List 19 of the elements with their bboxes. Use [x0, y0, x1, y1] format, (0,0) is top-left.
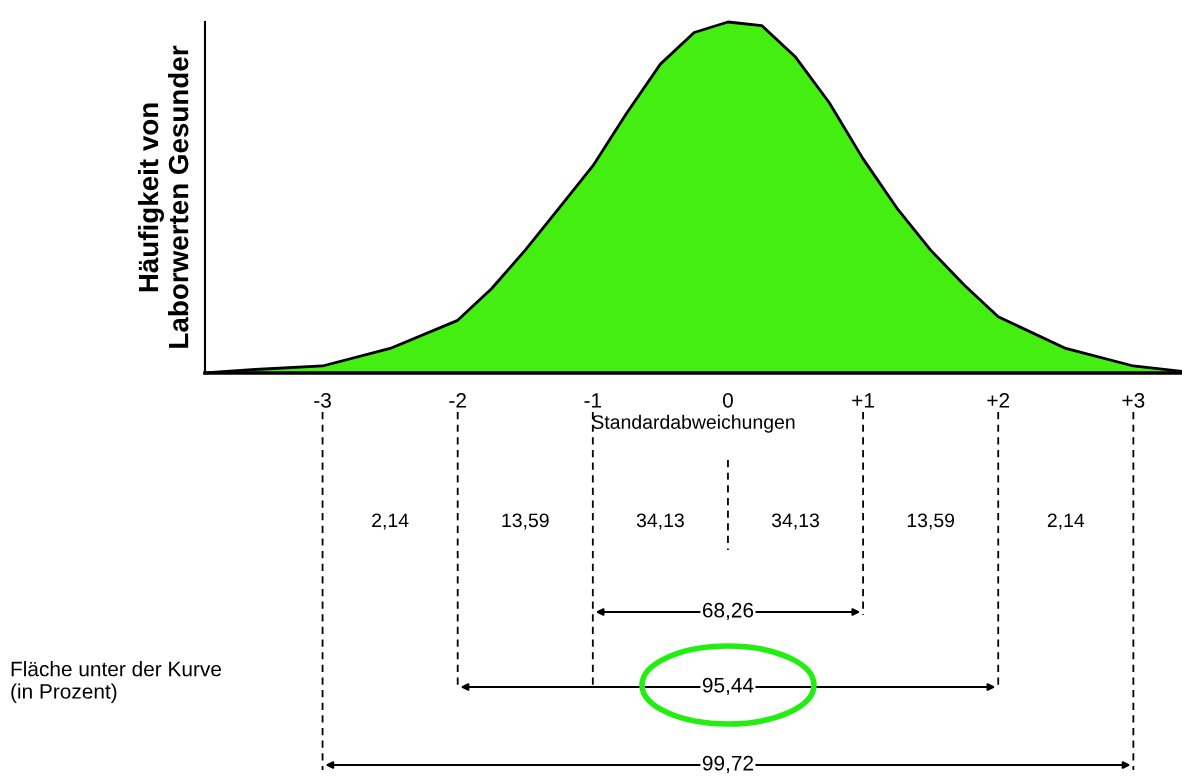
text: Fläche unter der Kurve (in Prozent) [11, 661, 221, 703]
text: 95,44 [702, 677, 754, 696]
x-tick-label: +1 [852, 393, 874, 408]
x-tick-label: -2 [449, 392, 466, 408]
text: 2,14 [372, 513, 409, 530]
text: 34,13 [636, 513, 684, 530]
x-tick-label: -3 [314, 392, 331, 408]
text: 13,59 [907, 513, 955, 530]
x-tick-label: +3 [1122, 392, 1145, 408]
x-tick-label: -1 [584, 393, 602, 408]
x-tick-label: +2 [987, 392, 1010, 408]
x-tick-label: 0 [722, 392, 733, 408]
x-axis-title: Standardabweichungen [592, 414, 795, 433]
y-axis-title: Häufigkeit von Laborwerten Gesunder [137, 45, 189, 348]
text: 99,72 [702, 755, 753, 774]
text: 2,14 [1047, 513, 1085, 530]
text: 13,59 [502, 513, 549, 530]
text: 34,13 [771, 513, 819, 530]
text: 68,26 [702, 602, 754, 621]
